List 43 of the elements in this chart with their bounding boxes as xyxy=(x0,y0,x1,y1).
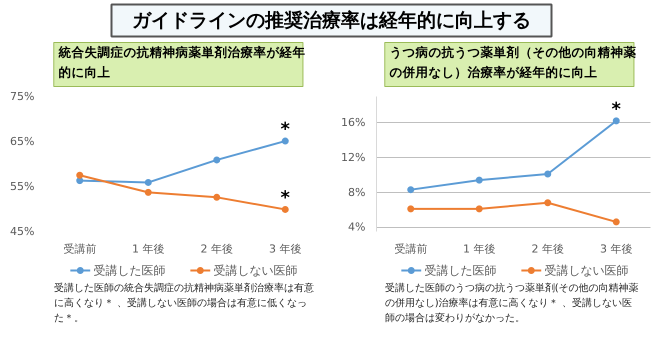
x-tick-label: 3 年後 xyxy=(600,242,632,256)
legend-label: 受講しない医師 xyxy=(214,264,298,278)
chart-subtitle: 統合失調症の抗精神病薬単剤治療率が経年的に向上 xyxy=(58,44,306,80)
y-tick-label: 55% xyxy=(10,180,35,193)
annotation: * xyxy=(612,98,622,120)
chart-subtitle: うつ病の抗うつ薬単剤（その他の向精神薬の併用なし）治療率が経年的に向上 xyxy=(390,44,637,80)
point xyxy=(544,170,552,178)
point xyxy=(282,206,289,213)
point xyxy=(476,205,483,212)
point xyxy=(407,186,414,194)
y-tick-label: 65% xyxy=(10,135,35,148)
y-tick-label: 16% xyxy=(341,116,366,130)
y-tick-label: 45% xyxy=(10,225,35,238)
y-tick-label: 12% xyxy=(341,150,366,164)
text: 受講した医師のうつ病の抗うつ薬単剤(その他の向精神薬の併用なし)治療率は有意に高くなり＊ 、受講しない医師の場合は変わりがなかった。 xyxy=(384,282,639,324)
point xyxy=(612,218,620,226)
legend-label: 受講しない医師 xyxy=(544,264,629,278)
point xyxy=(144,188,152,196)
y-tick-label: 4% xyxy=(348,220,366,234)
point xyxy=(213,194,220,201)
chart-title: ガイドラインの推奨治療率は経年的に向上する xyxy=(132,10,531,32)
point xyxy=(144,178,152,186)
point xyxy=(476,176,483,184)
x-tick-label: 2 年後 xyxy=(532,242,564,256)
x-tick-label: 2 年後 xyxy=(200,242,233,256)
x-tick-label: 3 年後 xyxy=(269,242,302,256)
point xyxy=(76,172,84,179)
x-tick-label: 受講前 xyxy=(394,242,428,256)
text: 受講した医師の統合失調症の抗精神病薬単剤治療率は有意に高くなり＊ 、受講しない医師の場合は有意に低くなった＊。 xyxy=(54,282,314,324)
y-tick-label: 75% xyxy=(10,90,35,103)
point xyxy=(282,138,289,145)
point xyxy=(544,199,552,206)
point xyxy=(612,117,620,124)
point xyxy=(213,156,220,164)
legend-label: 受講した医師 xyxy=(94,264,166,278)
annotation: * xyxy=(280,119,291,140)
annotation: * xyxy=(280,187,291,208)
y-tick-label: 8% xyxy=(348,186,366,199)
point xyxy=(407,205,414,212)
x-tick-label: 1 年後 xyxy=(132,242,164,256)
legend-label: 受講した医師 xyxy=(424,264,497,278)
x-tick-label: 1 年後 xyxy=(463,242,496,256)
x-tick-label: 受講前 xyxy=(63,242,96,256)
